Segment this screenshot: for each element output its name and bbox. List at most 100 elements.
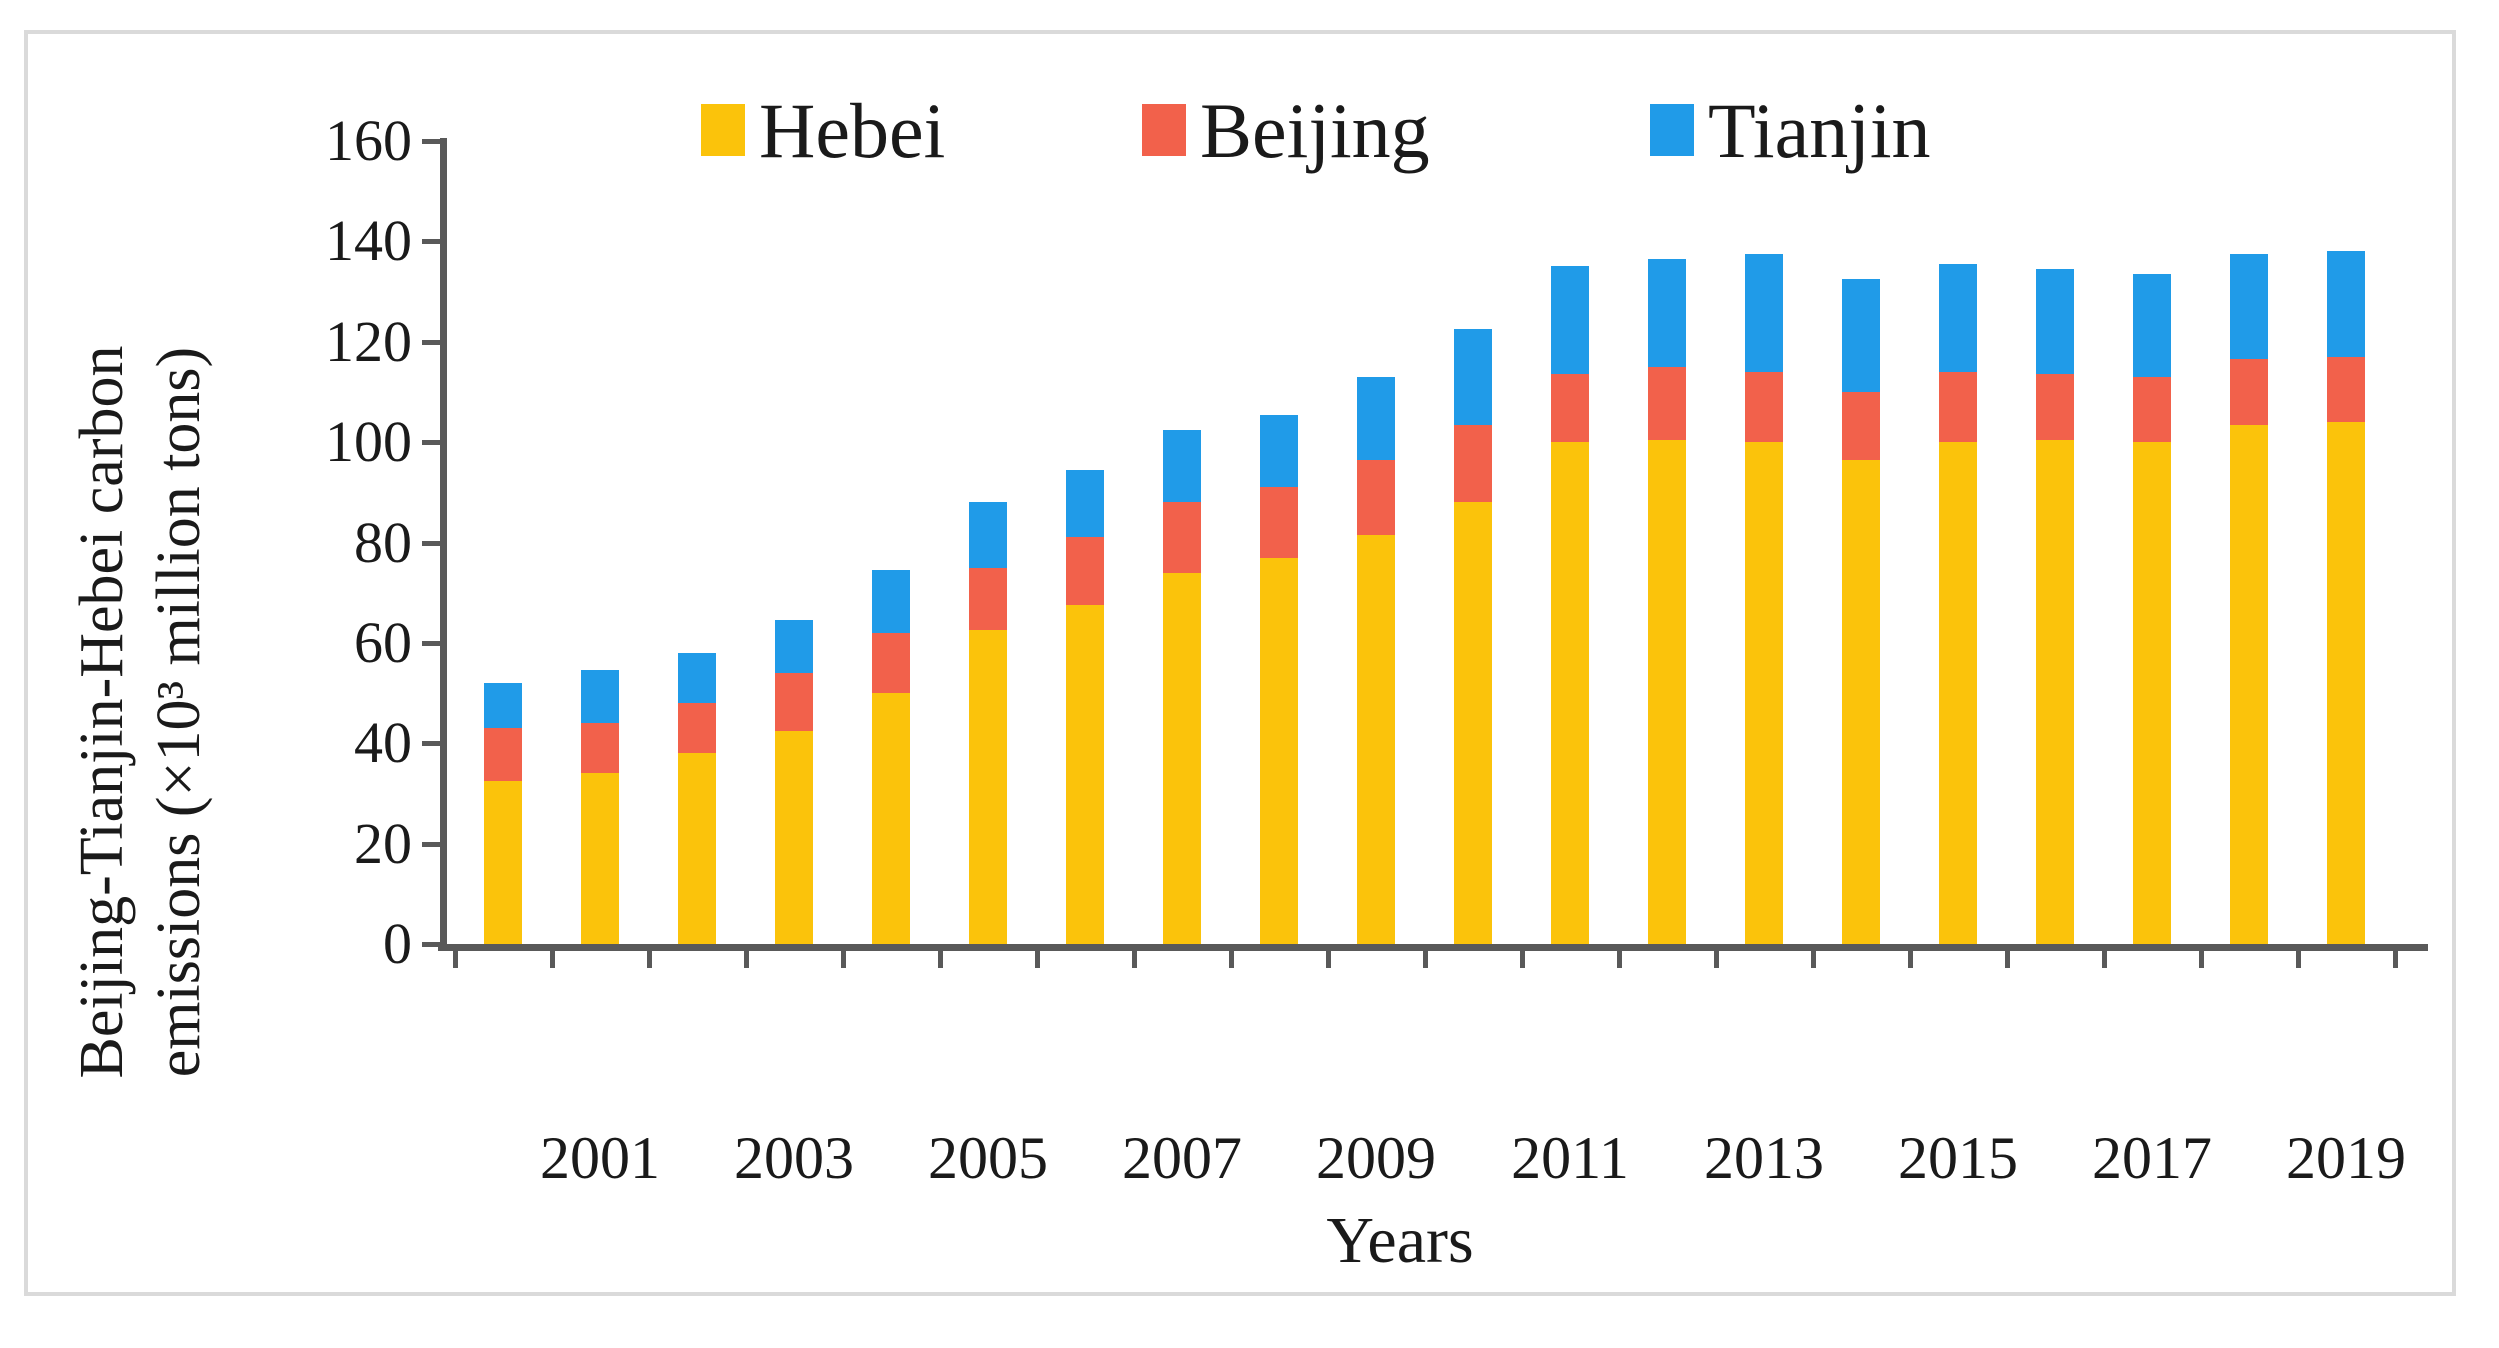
x-axis-tick — [1131, 951, 1137, 968]
bar-segment-beijing-2009 — [1357, 459, 1395, 535]
x-axis-tick — [452, 951, 458, 968]
bar-segment-hebei-2000 — [484, 780, 522, 944]
bar-segment-tianjin-2018 — [2230, 253, 2268, 360]
bar-segment-hebei-2010 — [1454, 502, 1492, 944]
bar-segment-tianjin-2013 — [1745, 253, 1783, 372]
bar-segment-beijing-2012 — [1648, 366, 1686, 440]
y-axis-tick-label: 0 — [383, 911, 412, 976]
x-axis-tick — [1228, 951, 1234, 968]
y-axis-tick — [422, 942, 442, 947]
bar-segment-beijing-2003 — [775, 672, 813, 731]
bar-segment-beijing-2007 — [1163, 502, 1201, 573]
x-axis-tick — [1422, 951, 1428, 968]
bar-segment-hebei-2013 — [1745, 442, 1783, 944]
legend-label-tianjin: Tianjin — [1708, 87, 1931, 174]
x-axis-tick — [1713, 951, 1719, 968]
bar-segment-tianjin-2007 — [1163, 429, 1201, 503]
y-axis-tick-label: 160 — [325, 108, 412, 173]
bar-segment-hebei-2008 — [1260, 557, 1298, 944]
bar-segment-beijing-2002 — [678, 703, 716, 754]
bar-segment-beijing-2001 — [581, 723, 619, 774]
bar-segment-hebei-2009 — [1357, 534, 1395, 944]
bar-segment-beijing-2013 — [1745, 371, 1783, 443]
bar-segment-beijing-2019 — [2327, 356, 2365, 423]
bar-segment-hebei-2014 — [1842, 459, 1880, 944]
bar-segment-hebei-2015 — [1939, 442, 1977, 944]
x-axis-tick — [1034, 951, 1040, 968]
bar-segment-tianjin-2011 — [1551, 266, 1589, 375]
bar-segment-tianjin-2012 — [1648, 258, 1686, 367]
x-axis-tick — [1810, 951, 1816, 968]
x-axis-tick-label: 2001 — [540, 1125, 660, 1191]
x-axis-tick-label: 2013 — [1704, 1125, 1824, 1191]
y-axis-tick — [422, 640, 442, 646]
beijing-swatch-icon — [1142, 104, 1186, 156]
bar-segment-beijing-2011 — [1551, 374, 1589, 443]
y-axis-title-line1: Beijing-Tianjin-Hebei carbon — [68, 345, 136, 1079]
x-axis-tick-label: 2003 — [734, 1125, 854, 1191]
x-axis-tick-label: 2007 — [1122, 1125, 1242, 1191]
legend-label-beijing: Beijing — [1200, 87, 1430, 174]
x-axis-tick-label: 2005 — [928, 1125, 1048, 1191]
x-axis-tick — [549, 951, 555, 968]
y-axis-tick-label: 140 — [325, 208, 412, 274]
x-axis-tick — [646, 951, 652, 968]
bar-segment-beijing-2008 — [1260, 487, 1298, 558]
y-axis-tick-label: 40 — [354, 710, 412, 776]
bar-segment-beijing-2005 — [969, 567, 1007, 631]
bar-segment-tianjin-2006 — [1066, 469, 1104, 538]
bar-segment-beijing-2015 — [1939, 371, 1977, 443]
bar-segment-beijing-2004 — [872, 632, 910, 694]
bar-segment-hebei-2007 — [1163, 572, 1201, 944]
x-axis-tick-label: 2011 — [1511, 1125, 1629, 1191]
bar-segment-hebei-2012 — [1648, 439, 1686, 944]
bar-segment-tianjin-2014 — [1842, 279, 1880, 392]
y-axis-tick — [422, 339, 442, 345]
x-axis-tick — [2004, 951, 2010, 968]
x-axis-tick-label: 2019 — [2286, 1125, 2406, 1191]
y-axis-line — [440, 138, 447, 951]
y-axis-title-line2: emissions (×10³ million tons) — [145, 346, 213, 1078]
bar-segment-beijing-2014 — [1842, 391, 1880, 460]
bar-segment-tianjin-2002 — [678, 652, 716, 704]
y-axis-tick-label: 80 — [354, 509, 412, 575]
bar-segment-hebei-2004 — [872, 693, 910, 944]
y-axis-tick-label: 120 — [325, 308, 412, 374]
x-axis-tick — [2295, 951, 2301, 968]
bar-segment-tianjin-2019 — [2327, 251, 2365, 357]
x-axis-title: Years — [1326, 1204, 1474, 1277]
y-axis-tick-label: 100 — [325, 409, 412, 475]
bar-segment-hebei-2005 — [969, 630, 1007, 944]
bar-segment-hebei-2002 — [678, 753, 716, 944]
bar-segment-tianjin-2001 — [581, 670, 619, 724]
x-axis-tick — [1907, 951, 1913, 968]
x-axis-tick-label: 2015 — [1898, 1125, 2018, 1191]
bar-segment-beijing-2016 — [2036, 374, 2074, 440]
bar-segment-beijing-2006 — [1066, 537, 1104, 606]
x-axis-tick — [2101, 951, 2107, 968]
bar-segment-tianjin-2015 — [1939, 263, 1977, 372]
y-axis-tick — [422, 540, 442, 546]
x-axis-tick-label: 2009 — [1316, 1125, 1436, 1191]
bar-segment-hebei-2006 — [1066, 605, 1104, 944]
x-axis-tick — [2392, 951, 2398, 968]
y-axis-tick-label: 60 — [354, 609, 412, 675]
bar-segment-tianjin-2008 — [1260, 414, 1298, 488]
bar-segment-hebei-2011 — [1551, 442, 1589, 944]
bar-segment-hebei-2016 — [2036, 439, 2074, 944]
y-axis-tick — [422, 841, 442, 847]
x-axis-tick — [1519, 951, 1525, 968]
bar-segment-beijing-2017 — [2133, 376, 2171, 443]
bar-segment-tianjin-2005 — [969, 502, 1007, 568]
x-axis-tick-label: 2017 — [2092, 1125, 2212, 1191]
x-axis-line — [438, 944, 2428, 951]
bar-segment-tianjin-2016 — [2036, 268, 2074, 375]
bar-segment-tianjin-2017 — [2133, 273, 2171, 377]
hebei-swatch-icon — [701, 104, 745, 156]
bar-segment-beijing-2018 — [2230, 359, 2268, 425]
bar-segment-beijing-2000 — [484, 728, 522, 781]
bar-segment-hebei-2017 — [2133, 442, 2171, 944]
bar-segment-hebei-2001 — [581, 773, 619, 944]
bar-segment-tianjin-2003 — [775, 620, 813, 673]
x-axis-tick — [937, 951, 943, 968]
